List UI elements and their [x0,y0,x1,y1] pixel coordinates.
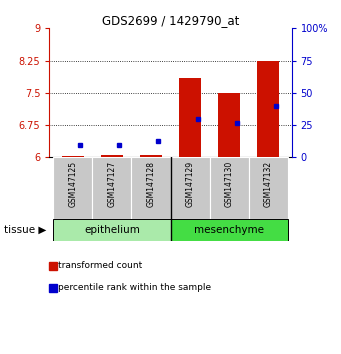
Bar [249,158,288,219]
Text: GSM147132: GSM147132 [264,160,272,207]
Bar [170,158,210,219]
Text: percentile rank within the sample: percentile rank within the sample [58,283,211,292]
Bar [53,219,170,241]
Text: GSM147129: GSM147129 [186,160,194,207]
Text: GSM147130: GSM147130 [225,160,234,207]
Bar [218,93,240,158]
Bar [53,158,92,219]
Bar [210,158,249,219]
Text: mesenchyme: mesenchyme [194,225,264,235]
Bar [92,158,131,219]
Text: GSM147127: GSM147127 [107,160,116,207]
Bar [140,155,162,158]
Bar [101,155,123,158]
Text: transformed count: transformed count [58,261,142,270]
Title: GDS2699 / 1429790_at: GDS2699 / 1429790_at [102,14,239,27]
Bar [131,158,170,219]
Bar [179,78,201,158]
Bar [257,61,279,158]
Bar [62,156,84,158]
Text: GSM147128: GSM147128 [147,160,155,206]
Bar [170,219,288,241]
Text: GSM147125: GSM147125 [69,160,77,207]
Text: epithelium: epithelium [84,225,140,235]
Text: tissue ▶: tissue ▶ [4,225,46,235]
